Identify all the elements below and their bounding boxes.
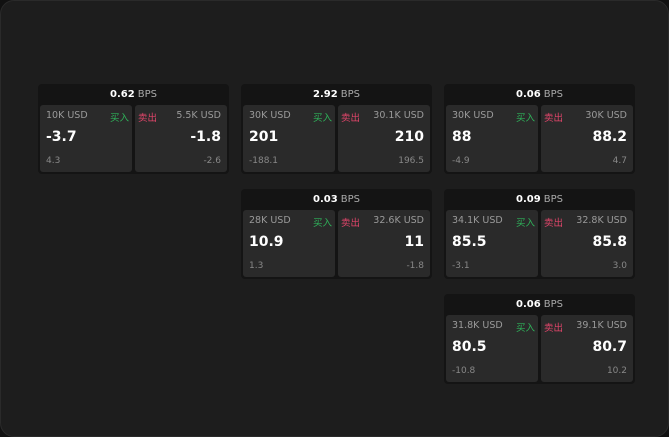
ask-price: 85.8 bbox=[592, 234, 627, 250]
buy-cell[interactable]: 28K USD 买入 10.9 1.3 bbox=[243, 210, 335, 277]
sell-label: 卖出 bbox=[544, 323, 564, 334]
sell-cell[interactable]: 卖出 32.8K USD 85.8 3.0 bbox=[541, 210, 633, 277]
ask-change: -2.6 bbox=[203, 156, 221, 166]
buy-label: 买入 bbox=[312, 218, 332, 229]
bid-price: 201 bbox=[249, 129, 279, 145]
buy-cell[interactable]: 10K USD 买入 -3.7 4.3 bbox=[40, 105, 132, 172]
spread-value: 2.92 bbox=[313, 89, 338, 100]
bid-size: 30K USD bbox=[452, 110, 494, 121]
bid-price: 10.9 bbox=[249, 234, 284, 250]
spread-value: 0.03 bbox=[313, 194, 338, 205]
quote-panel: 0.03 BPS 28K USD 买入 10.9 1.3 卖出 32.6K USD… bbox=[241, 189, 432, 279]
spread-header: 2.92 BPS bbox=[241, 84, 432, 105]
bid-size: 31.8K USD bbox=[452, 320, 503, 331]
spread-header: 0.03 BPS bbox=[241, 189, 432, 210]
sell-cell[interactable]: 卖出 30.1K USD 210 196.5 bbox=[338, 105, 430, 172]
ask-change: 3.0 bbox=[612, 261, 627, 271]
bid-change: -4.9 bbox=[452, 156, 470, 166]
ask-price: -1.8 bbox=[190, 129, 221, 145]
sell-cell[interactable]: 卖出 5.5K USD -1.8 -2.6 bbox=[135, 105, 227, 172]
spread-unit: BPS bbox=[543, 299, 563, 310]
ask-price: 11 bbox=[404, 234, 424, 250]
sell-label: 卖出 bbox=[341, 218, 361, 229]
sell-label: 卖出 bbox=[544, 218, 564, 229]
buy-label: 买入 bbox=[515, 323, 535, 334]
ask-size: 39.1K USD bbox=[576, 320, 627, 331]
ask-change: 196.5 bbox=[398, 156, 424, 166]
ask-change: 10.2 bbox=[606, 366, 627, 376]
spread-unit: BPS bbox=[543, 194, 563, 205]
bid-size: 34.1K USD bbox=[452, 215, 503, 226]
spread-unit: BPS bbox=[137, 89, 157, 100]
bid-price: -3.7 bbox=[46, 129, 77, 145]
bid-change: 1.3 bbox=[249, 261, 264, 271]
buy-label: 买入 bbox=[109, 113, 129, 124]
spread-unit: BPS bbox=[340, 194, 360, 205]
spread-unit: BPS bbox=[340, 89, 360, 100]
quote-panel: 0.06 BPS 30K USD 买入 88 -4.9 卖出 30K USD 88… bbox=[444, 84, 635, 174]
ask-size: 32.8K USD bbox=[576, 215, 627, 226]
buy-cell[interactable]: 30K USD 买入 88 -4.9 bbox=[446, 105, 538, 172]
sell-label: 卖出 bbox=[544, 113, 564, 124]
ask-price: 80.7 bbox=[592, 339, 627, 355]
quote-panel: 0.09 BPS 34.1K USD 买入 85.5 -3.1 卖出 32.8K … bbox=[444, 189, 635, 279]
ask-change: 4.7 bbox=[612, 156, 627, 166]
bid-size: 30K USD bbox=[249, 110, 291, 121]
buy-label: 买入 bbox=[515, 218, 535, 229]
spread-value: 0.06 bbox=[516, 89, 541, 100]
quote-panel: 2.92 BPS 30K USD 买入 201 -188.1 卖出 30.1K U… bbox=[241, 84, 432, 174]
spread-unit: BPS bbox=[543, 89, 563, 100]
bid-change: -3.1 bbox=[452, 261, 470, 271]
ask-change: -1.8 bbox=[406, 261, 424, 271]
ask-size: 5.5K USD bbox=[176, 110, 221, 121]
spread-value: 0.09 bbox=[516, 194, 541, 205]
bid-price: 88 bbox=[452, 129, 472, 145]
bid-change: 4.3 bbox=[46, 156, 61, 166]
quote-panel: 0.06 BPS 31.8K USD 买入 80.5 -10.8 卖出 39.1K… bbox=[444, 294, 635, 384]
bid-size: 10K USD bbox=[46, 110, 88, 121]
bid-size: 28K USD bbox=[249, 215, 291, 226]
buy-cell[interactable]: 34.1K USD 买入 85.5 -3.1 bbox=[446, 210, 538, 277]
bid-change: -188.1 bbox=[249, 156, 279, 166]
sell-cell[interactable]: 卖出 39.1K USD 80.7 10.2 bbox=[541, 315, 633, 382]
sell-cell[interactable]: 卖出 32.6K USD 11 -1.8 bbox=[338, 210, 430, 277]
spread-header: 0.62 BPS bbox=[38, 84, 229, 105]
ask-size: 32.6K USD bbox=[373, 215, 424, 226]
sell-label: 卖出 bbox=[341, 113, 361, 124]
ask-price: 88.2 bbox=[592, 129, 627, 145]
buy-label: 买入 bbox=[312, 113, 332, 124]
bid-price: 85.5 bbox=[452, 234, 487, 250]
sell-label: 卖出 bbox=[138, 113, 158, 124]
quote-panel: 0.62 BPS 10K USD 买入 -3.7 4.3 卖出 5.5K USD … bbox=[38, 84, 229, 174]
buy-cell[interactable]: 31.8K USD 买入 80.5 -10.8 bbox=[446, 315, 538, 382]
ask-size: 30K USD bbox=[585, 110, 627, 121]
ask-size: 30.1K USD bbox=[373, 110, 424, 121]
spread-header: 0.06 BPS bbox=[444, 294, 635, 315]
sell-cell[interactable]: 卖出 30K USD 88.2 4.7 bbox=[541, 105, 633, 172]
buy-cell[interactable]: 30K USD 买入 201 -188.1 bbox=[243, 105, 335, 172]
bid-change: -10.8 bbox=[452, 366, 476, 376]
spread-header: 0.09 BPS bbox=[444, 189, 635, 210]
spread-value: 0.62 bbox=[110, 89, 135, 100]
spread-header: 0.06 BPS bbox=[444, 84, 635, 105]
ask-price: 210 bbox=[394, 129, 424, 145]
spread-value: 0.06 bbox=[516, 299, 541, 310]
bid-price: 80.5 bbox=[452, 339, 487, 355]
buy-label: 买入 bbox=[515, 113, 535, 124]
